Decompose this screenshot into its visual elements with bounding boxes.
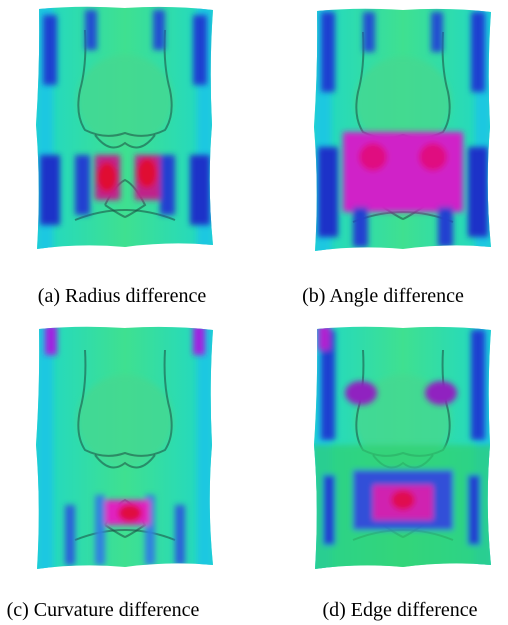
caption: (d) Edge difference [322, 599, 477, 621]
panel-image [313, 7, 493, 257]
panel-image [313, 325, 493, 575]
figure: (a) Radius difference (b) Angle differen… [0, 0, 508, 625]
caption: (b) Angle difference [302, 285, 464, 307]
panel-image [35, 325, 215, 575]
panel-image [35, 5, 215, 255]
page: {"figure": {"panels": [ {"caption": "(a)… [0, 0, 508, 625]
caption: (a) Radius difference [38, 285, 207, 307]
caption: (c) Curvature difference [7, 599, 200, 621]
